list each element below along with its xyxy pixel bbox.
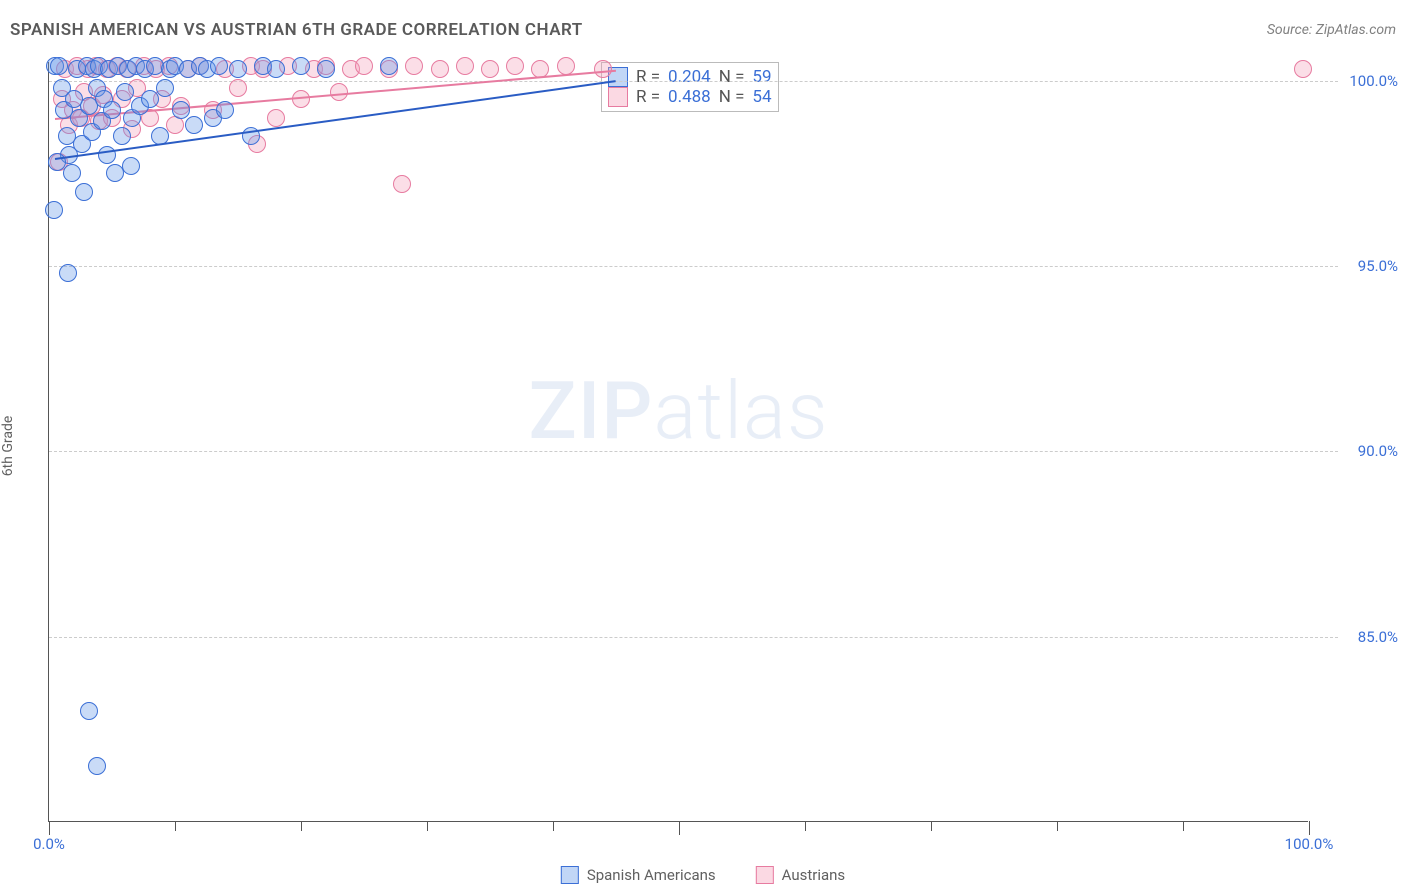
scatter-point-blue: [63, 164, 81, 182]
stats-box: R = 0.204 N = 59 R = 0.488 N = 54: [601, 62, 779, 112]
scatter-point-pink: [393, 175, 411, 193]
stats-row-pink: R = 0.488 N = 54: [608, 87, 772, 107]
scatter-point-blue: [156, 79, 174, 97]
xtick-major: [49, 821, 50, 835]
stats-r-value: 0.488: [668, 87, 711, 107]
legend-label: Spanish Americans: [587, 866, 716, 884]
ytick-label: 95.0%: [1358, 257, 1398, 275]
stats-r-label: R =: [636, 67, 660, 87]
scatter-point-pink: [557, 57, 575, 75]
scatter-point-blue: [50, 57, 68, 75]
xtick-minor: [301, 821, 302, 831]
scatter-point-blue: [59, 264, 77, 282]
scatter-point-blue: [216, 101, 234, 119]
gridline-h: [49, 266, 1338, 267]
ytick-label: 100.0%: [1349, 72, 1398, 90]
scatter-point-blue: [103, 101, 121, 119]
legend-label: Austrians: [782, 866, 846, 884]
xtick-major: [1309, 821, 1310, 835]
stats-r-label: R =: [636, 87, 660, 107]
scatter-point-blue: [116, 83, 134, 101]
gridline-h: [49, 637, 1338, 638]
scatter-point-pink: [330, 83, 348, 101]
xtick-minor: [1183, 821, 1184, 831]
xtick-label: 0.0%: [33, 835, 65, 853]
stats-n-value: 59: [752, 67, 771, 87]
scatter-point-blue: [185, 116, 203, 134]
scatter-point-blue: [267, 60, 285, 78]
legend-swatch-pink: [756, 866, 774, 884]
scatter-point-blue: [45, 201, 63, 219]
scatter-point-pink: [431, 60, 449, 78]
stats-n-value: 54: [752, 87, 771, 107]
ytick-label: 85.0%: [1358, 628, 1398, 646]
scatter-point-blue: [317, 60, 335, 78]
chart-title: SPANISH AMERICAN VS AUSTRIAN 6TH GRADE C…: [10, 20, 583, 40]
gridline-h: [49, 451, 1338, 452]
scatter-point-blue: [380, 57, 398, 75]
chart-source: Source: ZipAtlas.com: [1267, 22, 1396, 38]
legend-item-austrian: Austrians: [756, 866, 846, 884]
scatter-point-pink: [1294, 60, 1312, 78]
xtick-minor: [805, 821, 806, 831]
scatter-point-pink: [229, 79, 247, 97]
scatter-point-pink: [267, 109, 285, 127]
ytick-label: 90.0%: [1358, 442, 1398, 460]
scatter-point-blue: [229, 60, 247, 78]
watermark-atlas: atlas: [653, 364, 828, 458]
y-axis-label: 6th Grade: [0, 416, 16, 477]
scatter-point-blue: [172, 101, 190, 119]
xtick-minor: [931, 821, 932, 831]
scatter-point-pink: [506, 57, 524, 75]
legend-item-spanish: Spanish Americans: [561, 866, 716, 884]
legend-swatch-blue: [561, 866, 579, 884]
scatter-point-pink: [456, 57, 474, 75]
scatter-point-blue: [80, 702, 98, 720]
stats-n-label: N =: [719, 87, 745, 107]
xtick-minor: [427, 821, 428, 831]
xtick-minor: [175, 821, 176, 831]
scatter-point-blue: [113, 127, 131, 145]
scatter-point-blue: [88, 757, 106, 775]
stats-n-label: N =: [719, 67, 745, 87]
scatter-point-blue: [141, 90, 159, 108]
watermark-zip: ZIP: [529, 364, 654, 458]
xtick-minor: [553, 821, 554, 831]
xtick-label: 100.0%: [1285, 835, 1334, 853]
watermark: ZIPatlas: [529, 364, 829, 458]
scatter-point-pink: [481, 60, 499, 78]
stats-swatch-pink: [608, 87, 628, 107]
scatter-point-blue: [106, 164, 124, 182]
stats-r-value: 0.204: [668, 67, 711, 87]
scatter-point-blue: [210, 57, 228, 75]
stats-row-blue: R = 0.204 N = 59: [608, 67, 772, 87]
chart-header: SPANISH AMERICAN VS AUSTRIAN 6TH GRADE C…: [10, 20, 1396, 40]
plot-area: ZIPatlas R = 0.204 N = 59 R = 0.488 N = …: [48, 62, 1308, 822]
scatter-point-blue: [122, 157, 140, 175]
scatter-point-blue: [75, 183, 93, 201]
bottom-legend: Spanish Americans Austrians: [561, 866, 845, 884]
scatter-point-pink: [355, 57, 373, 75]
xtick-minor: [1057, 821, 1058, 831]
xtick-major: [679, 821, 680, 835]
scatter-point-pink: [405, 57, 423, 75]
scatter-point-blue: [292, 57, 310, 75]
scatter-point-blue: [98, 146, 116, 164]
